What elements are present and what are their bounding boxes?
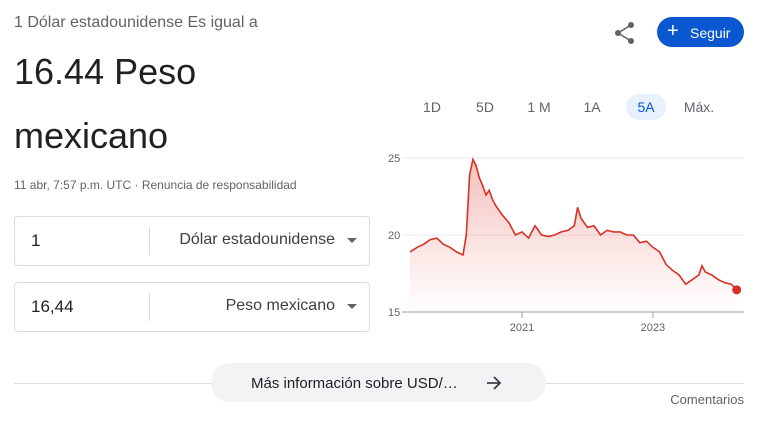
range-tab[interactable]: 5D bbox=[476, 99, 494, 115]
amount-box[interactable]: 16,44 Peso mexicano bbox=[14, 282, 370, 332]
y-tick-label: 15 bbox=[388, 307, 400, 319]
more-label: Más información sobre USD/… bbox=[251, 375, 458, 392]
follow-label: Seguir bbox=[690, 25, 731, 41]
x-tick-label: 2021 bbox=[510, 322, 534, 334]
chart: 15 20 25 2021 2023 bbox=[388, 153, 744, 334]
range-tab[interactable]: 1D bbox=[423, 99, 441, 115]
range-tab[interactable]: Máx. bbox=[683, 99, 715, 115]
timestamp[interactable]: 11 abr, 7:57 p.m. UTC · Renuncia de resp… bbox=[14, 178, 297, 192]
amount[interactable]: 1 bbox=[31, 231, 41, 250]
share-icon[interactable] bbox=[612, 20, 638, 46]
feedback[interactable]: Comentarios bbox=[670, 392, 744, 407]
follow-button[interactable]: + Seguir bbox=[657, 17, 744, 47]
range-tab[interactable]: 1 M bbox=[527, 99, 551, 115]
range-tab[interactable]: 5A bbox=[626, 94, 666, 120]
more-button[interactable]: Más información sobre USD/… bbox=[211, 363, 546, 402]
range-tab[interactable]: 1A bbox=[583, 99, 601, 115]
amount-box[interactable]: 1 Dólar estadounidense bbox=[14, 216, 370, 266]
area bbox=[410, 159, 737, 312]
y-tick-label: 20 bbox=[388, 230, 400, 242]
currency[interactable]: Peso mexicano bbox=[225, 297, 335, 314]
last-point bbox=[732, 285, 742, 295]
subtitle: 1 Dólar estadounidense Es igual a bbox=[14, 14, 258, 31]
result: 16.44 Peso mexicano bbox=[14, 51, 197, 156]
line bbox=[409, 157, 738, 291]
x-tick-label: 2023 bbox=[641, 322, 665, 334]
currency[interactable]: Dólar estadounidense bbox=[179, 231, 335, 248]
y-tick-label: 25 bbox=[388, 153, 400, 165]
amount[interactable]: 16,44 bbox=[31, 297, 74, 316]
arrow-icon bbox=[487, 376, 502, 390]
